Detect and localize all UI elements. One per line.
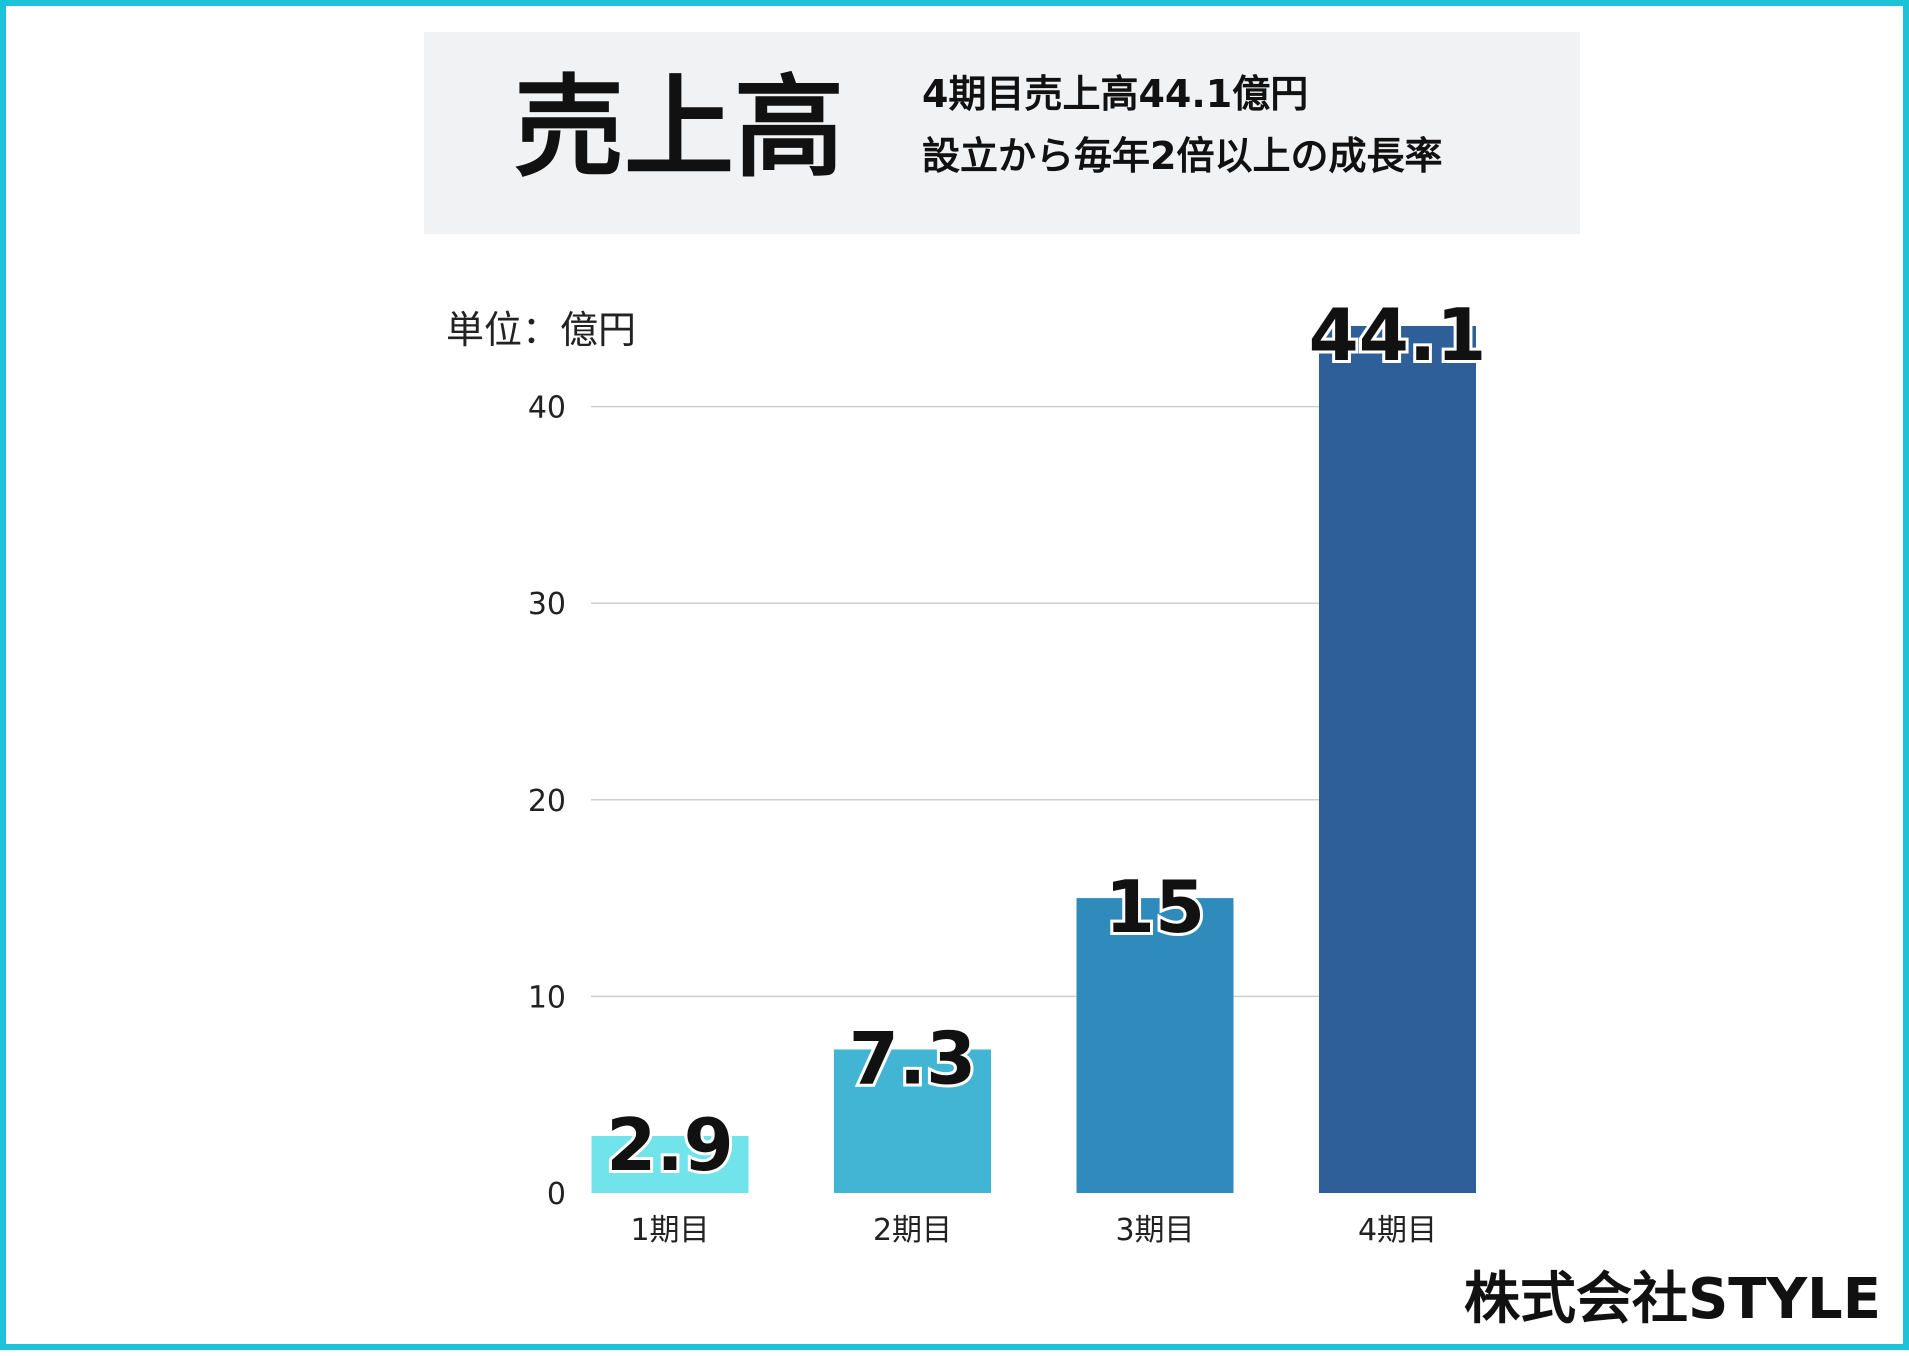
subtitle-line-1: 4期目売上高44.1億円: [922, 72, 1309, 116]
subtitle-line-2: 設立から毎年2倍以上の成長率: [922, 134, 1443, 178]
y-tick-label: 30: [528, 587, 566, 622]
x-category-label: 1期目: [630, 1213, 709, 1248]
y-tick-label: 10: [528, 980, 566, 1015]
bar-chart: 0 10 20 30 40 1期目 2期目 3期目 4期目 2.9 7.3 15 44.1: [528, 290, 1490, 1248]
chart-title: 売上高: [514, 64, 844, 192]
x-axis-labels: 1期目 2期目 3期目 4期目: [630, 1213, 1437, 1248]
y-tick-label: 40: [528, 391, 566, 426]
title-panel: [424, 32, 1580, 234]
bar-4: [1319, 326, 1476, 1193]
y-tick-label: 20: [528, 784, 566, 819]
y-tick-label: 0: [547, 1177, 566, 1212]
bar-3: [1076, 898, 1234, 1193]
bar-2: [834, 1049, 991, 1193]
y-axis-ticks: 0 10 20 30 40: [528, 391, 566, 1212]
x-category-label: 4期目: [1358, 1213, 1437, 1248]
x-category-label: 3期目: [1115, 1213, 1194, 1248]
unit-label: 単位：億円: [446, 308, 637, 352]
bar-value-label: 2.9: [606, 1103, 734, 1187]
bar-value-label: 15: [1105, 865, 1205, 949]
x-category-label: 2期目: [873, 1213, 952, 1248]
bar-value-label: 44.1: [1309, 293, 1487, 377]
company-name: 株式会社STYLE: [1463, 1267, 1881, 1332]
bars: [591, 326, 1476, 1193]
bar-1: [591, 1135, 749, 1193]
data-labels: 2.9 7.3 15 44.1: [603, 290, 1489, 1190]
bar-value-label: 7.3: [849, 1016, 977, 1100]
